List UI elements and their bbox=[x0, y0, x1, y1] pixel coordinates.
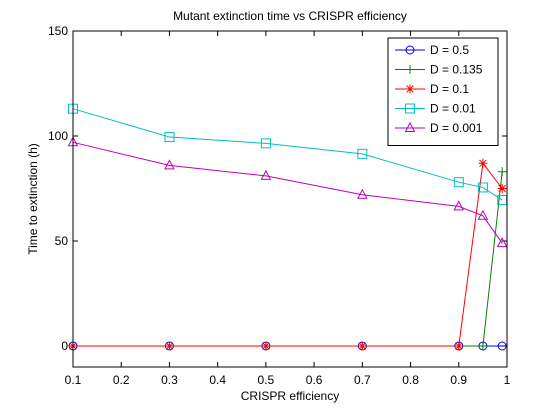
y-tick-label: 150 bbox=[48, 24, 68, 38]
legend-entry: D = 0.001 bbox=[395, 121, 483, 135]
y-axis-label: Time to extinction (h) bbox=[26, 143, 40, 255]
y-tick-label: 0 bbox=[61, 339, 68, 353]
x-tick-label: 0.8 bbox=[402, 373, 419, 387]
x-tick-label: 0.5 bbox=[258, 373, 275, 387]
y-tick-label: 100 bbox=[48, 129, 68, 143]
legend-label: D = 0.135 bbox=[430, 63, 483, 77]
series-line bbox=[72, 141, 503, 244]
legend-entry: D = 0.1 bbox=[395, 82, 469, 96]
legend-label: D = 0.1 bbox=[430, 82, 469, 96]
data-point bbox=[453, 200, 465, 211]
data-point bbox=[164, 341, 174, 351]
data-point bbox=[478, 341, 488, 351]
x-tick-label: 0.9 bbox=[450, 373, 467, 387]
data-point bbox=[357, 148, 368, 159]
legend-marker bbox=[404, 121, 416, 132]
data-point bbox=[357, 341, 367, 351]
data-point bbox=[260, 138, 271, 149]
legend: D = 0.5 D = 0.135 D = 0.1 D = 0.01 D = 0.001 bbox=[387, 37, 499, 146]
legend-entry: D = 0.01 bbox=[395, 102, 476, 116]
series-line bbox=[72, 108, 503, 201]
data-point bbox=[477, 209, 489, 220]
plot-frame bbox=[72, 30, 508, 368]
data-point bbox=[478, 158, 488, 168]
axis-ticks: 0.1 0.2 0.3 0.4 0.5 0.6 0.7 0.8 0.9 1 0 50 100 150 bbox=[48, 24, 511, 387]
data-point bbox=[497, 167, 507, 177]
data-point bbox=[164, 159, 175, 170]
x-tick-label: 0.7 bbox=[354, 373, 371, 387]
legend-label: D = 0.5 bbox=[430, 43, 469, 57]
data-point bbox=[497, 184, 507, 193]
legend-label: D = 0.001 bbox=[430, 121, 483, 135]
x-tick-label: 0.4 bbox=[209, 373, 226, 387]
chart-title: Mutant extinction time vs CRISPR efficie… bbox=[173, 9, 407, 23]
data-point bbox=[477, 182, 488, 193]
x-tick-label: 0.2 bbox=[113, 373, 130, 387]
data-point bbox=[497, 341, 507, 351]
data-point bbox=[453, 177, 464, 188]
data-point bbox=[260, 169, 272, 180]
x-tick-label: 0.6 bbox=[306, 373, 323, 387]
legend-marker bbox=[405, 45, 415, 55]
series-4 bbox=[68, 103, 508, 206]
data-point bbox=[261, 341, 271, 351]
data-point bbox=[496, 237, 508, 248]
legend-marker bbox=[405, 84, 415, 94]
x-tick-label: 0.3 bbox=[161, 373, 178, 387]
data-point bbox=[164, 132, 175, 143]
legend-label: D = 0.01 bbox=[430, 102, 476, 116]
y-tick-label: 50 bbox=[55, 234, 69, 248]
legend-entry: D = 0.135 bbox=[395, 63, 483, 77]
legend-marker bbox=[405, 103, 415, 114]
x-axis-label: CRISPR efficiency bbox=[241, 389, 339, 403]
data-point bbox=[454, 341, 464, 351]
series-group bbox=[67, 103, 508, 351]
data-point bbox=[357, 188, 368, 199]
x-tick-label: 1 bbox=[504, 373, 511, 387]
legend-marker bbox=[405, 65, 415, 74]
legend-entry: D = 0.5 bbox=[395, 43, 469, 57]
x-tick-label: 0.1 bbox=[65, 373, 82, 387]
